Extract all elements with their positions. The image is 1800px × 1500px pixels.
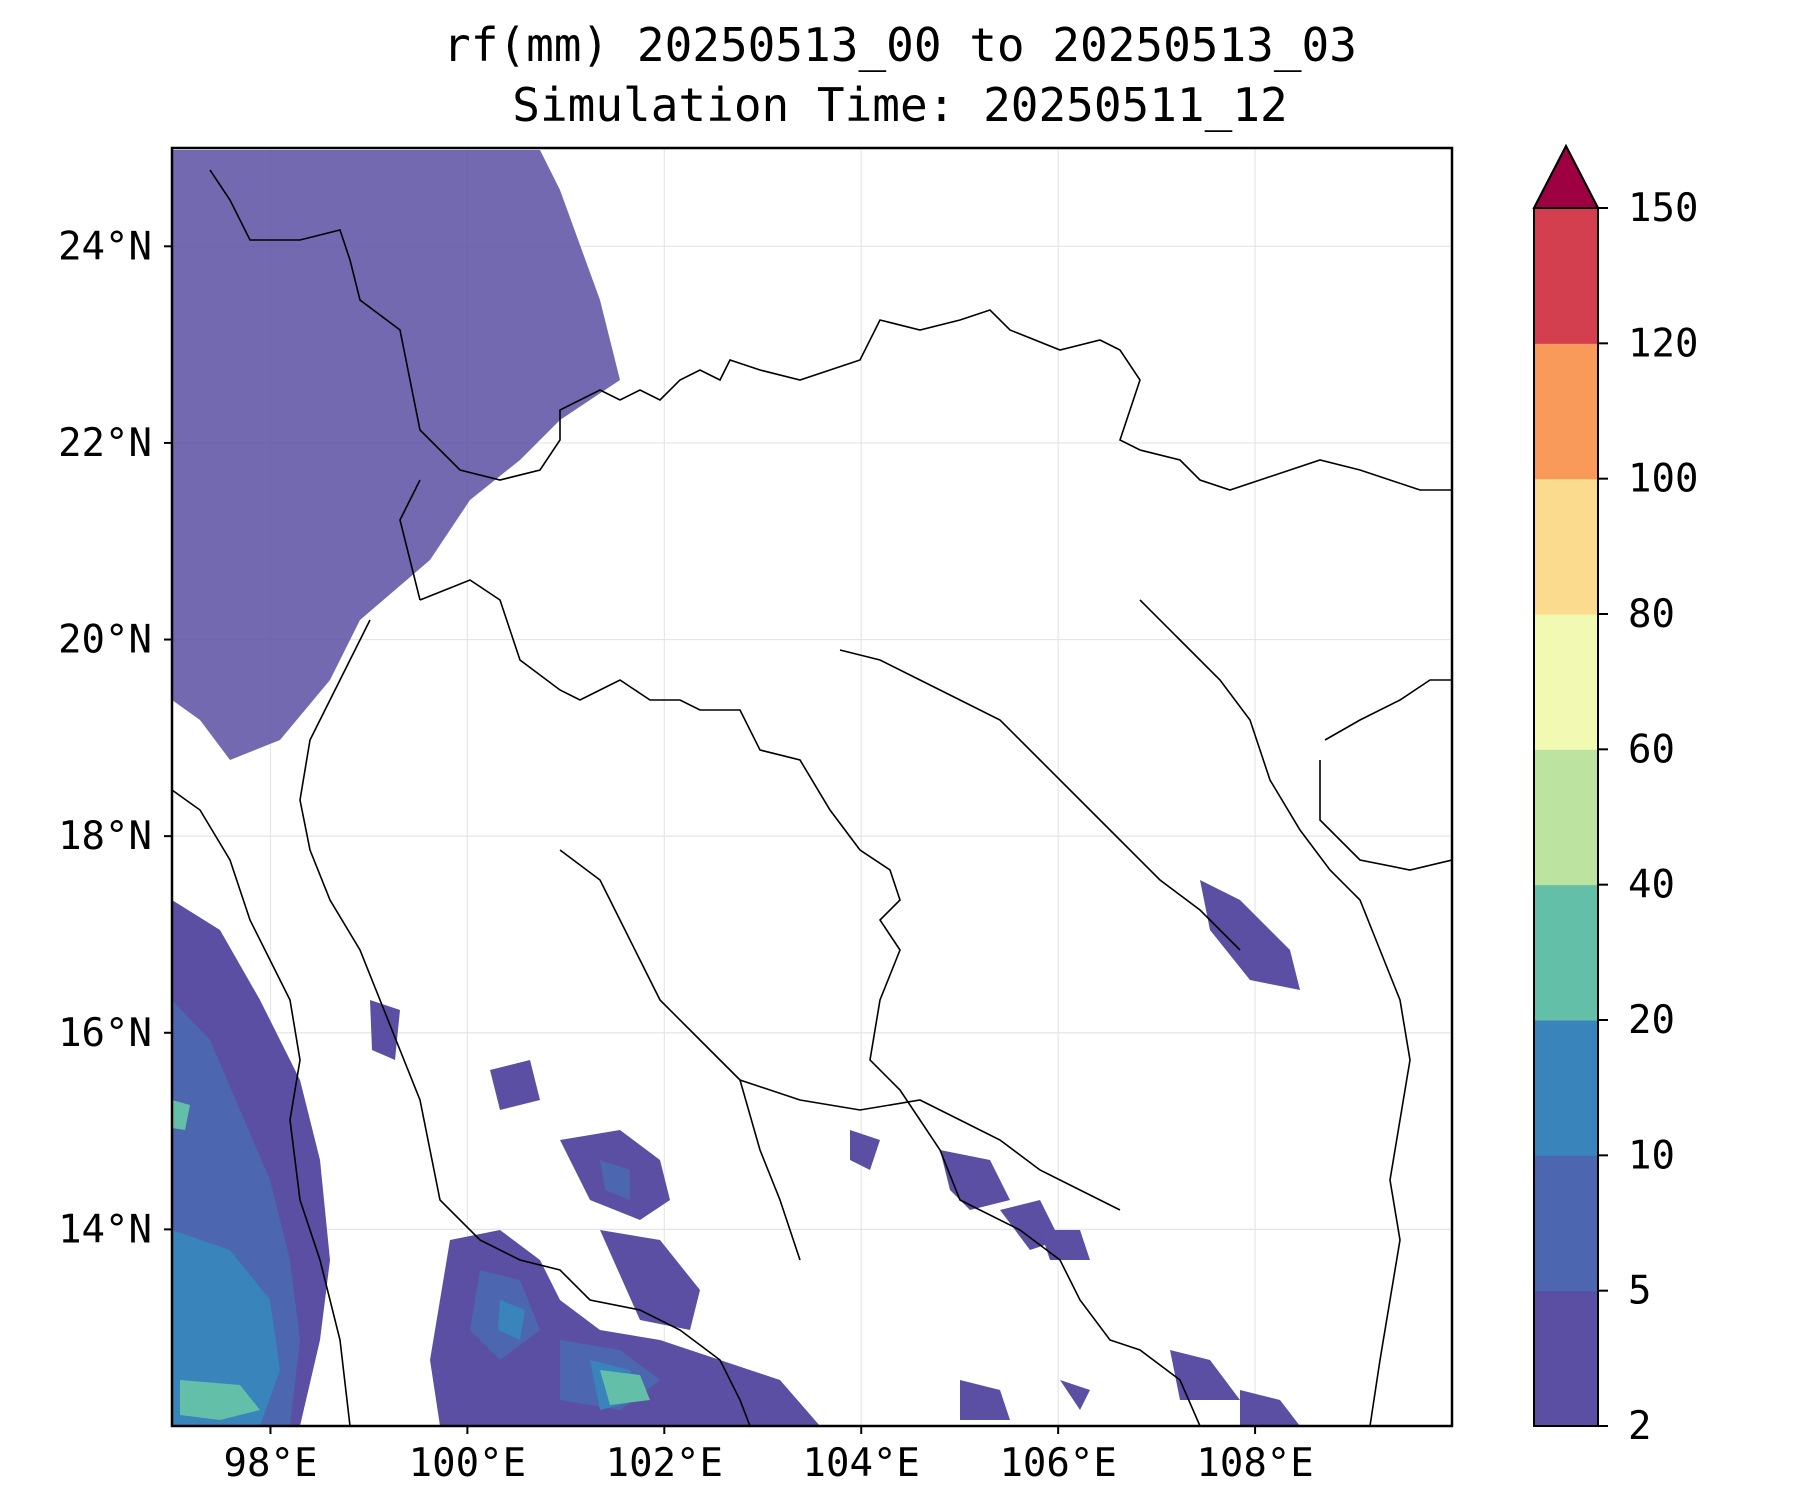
colorbar-tick-label: 150 (1628, 186, 1698, 231)
y-tick-label: 20°N (58, 618, 152, 663)
colorbar-tick-label: 80 (1628, 592, 1675, 637)
colorbar-tick-label: 40 (1628, 863, 1675, 908)
colorbar-tick-label: 20 (1628, 998, 1675, 1043)
colorbar-band (1534, 343, 1598, 480)
map-subtitle: Simulation Time: 20250511_12 (512, 78, 1288, 132)
y-tick-label: 16°N (58, 1011, 152, 1056)
colorbar-tick-label: 120 (1628, 321, 1698, 366)
x-tick-label: 108°E (1196, 1441, 1313, 1486)
colorbar-band (1534, 749, 1598, 886)
colorbar: 2 5 10 20 40 60 80 100 120 150 (1532, 143, 1698, 1449)
country-borders (172, 169, 1452, 1426)
colorbar-band (1534, 1020, 1598, 1156)
x-tick-label: 98°E (224, 1441, 318, 1486)
x-axis: 98°E 100°E 102°E 104°E 106°E 108°E (224, 1426, 1314, 1486)
rainfall-2-5mm (172, 150, 1300, 1426)
map-frame (170, 146, 1454, 1428)
colorbar-band (1534, 1290, 1598, 1427)
x-tick-label: 106°E (999, 1441, 1116, 1486)
y-tick-label: 22°N (58, 421, 152, 466)
colorbar-band (1534, 1155, 1598, 1292)
colorbar-tick-label: 10 (1628, 1133, 1675, 1178)
rainfall-field (172, 150, 1300, 1426)
rainfall-20-40mm (172, 1100, 650, 1420)
y-tick-label: 14°N (58, 1207, 152, 1252)
colorbar-tick-label: 60 (1628, 727, 1675, 772)
y-axis: 24°N 22°N 20°N 18°N 16°N 14°N (58, 224, 172, 1252)
colorbar-tick-label: 5 (1628, 1269, 1651, 1314)
colorbar-tick-label: 100 (1628, 457, 1698, 502)
colorbar-band (1534, 884, 1598, 1021)
colorbar-extend-arrow (1532, 143, 1600, 209)
x-tick-label: 104°E (803, 1441, 920, 1486)
colorbar-band (1534, 614, 1598, 750)
y-tick-label: 18°N (58, 814, 152, 859)
x-tick-label: 102°E (606, 1441, 723, 1486)
colorbar-tick-label: 2 (1628, 1404, 1651, 1449)
x-tick-label: 100°E (409, 1441, 526, 1486)
colorbar-band (1534, 208, 1598, 344)
map-title: rf(mm) 20250513_00 to 20250513_03 (443, 18, 1357, 72)
colorbar-band (1534, 478, 1598, 615)
y-tick-label: 24°N (58, 224, 152, 269)
colorbar-outline (1533, 143, 1599, 1427)
